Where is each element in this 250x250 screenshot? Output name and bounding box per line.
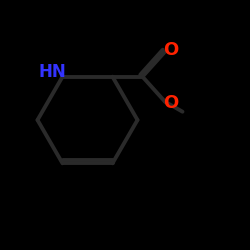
Text: O: O xyxy=(164,94,179,112)
Text: HN: HN xyxy=(38,63,66,81)
Text: O: O xyxy=(164,42,179,60)
